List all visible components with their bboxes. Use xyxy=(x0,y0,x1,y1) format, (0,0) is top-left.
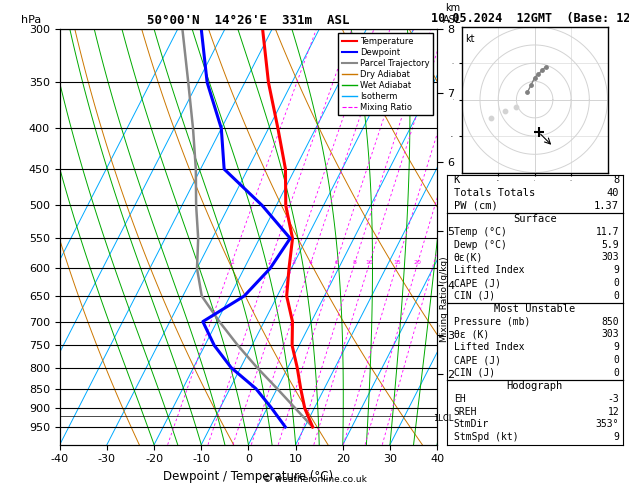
Text: 9: 9 xyxy=(613,342,619,352)
Text: Surface: Surface xyxy=(513,214,557,224)
Text: CIN (J): CIN (J) xyxy=(454,368,495,378)
Text: 0: 0 xyxy=(613,278,619,288)
Text: 850: 850 xyxy=(601,316,619,327)
Text: 11.7: 11.7 xyxy=(596,226,619,237)
Text: SREH: SREH xyxy=(454,406,477,417)
Text: EH: EH xyxy=(454,394,465,404)
Text: StmDir: StmDir xyxy=(454,419,489,429)
Text: © weatheronline.co.uk: © weatheronline.co.uk xyxy=(262,474,367,484)
Text: 6: 6 xyxy=(335,260,338,265)
Text: 10.05.2024  12GMT  (Base: 12): 10.05.2024 12GMT (Base: 12) xyxy=(431,12,629,25)
Text: θε (K): θε (K) xyxy=(454,330,489,339)
Text: 3: 3 xyxy=(292,260,296,265)
Title: 50°00'N  14°26'E  331m  ASL: 50°00'N 14°26'E 331m ASL xyxy=(147,14,350,27)
Text: 12: 12 xyxy=(608,406,619,417)
Text: 20: 20 xyxy=(414,260,422,265)
Text: CIN (J): CIN (J) xyxy=(454,291,495,301)
Text: hPa: hPa xyxy=(21,15,42,25)
Text: 1: 1 xyxy=(230,260,234,265)
Point xyxy=(526,81,536,89)
Text: 8: 8 xyxy=(613,175,619,185)
Text: kt: kt xyxy=(465,34,475,44)
Text: K: K xyxy=(454,175,460,185)
Point xyxy=(530,74,540,82)
Point xyxy=(540,63,550,70)
Text: 9: 9 xyxy=(613,432,619,442)
Text: 0: 0 xyxy=(613,291,619,301)
Point xyxy=(537,67,547,74)
Text: Pressure (mb): Pressure (mb) xyxy=(454,316,530,327)
Point xyxy=(501,106,511,114)
Text: Totals Totals: Totals Totals xyxy=(454,188,535,198)
Text: θε(K): θε(K) xyxy=(454,252,483,262)
Point xyxy=(486,114,496,122)
Text: Temp (°C): Temp (°C) xyxy=(454,226,506,237)
Text: 303: 303 xyxy=(601,252,619,262)
X-axis label: Dewpoint / Temperature (°C): Dewpoint / Temperature (°C) xyxy=(164,470,333,483)
Point xyxy=(522,88,532,96)
Text: StmSpd (kt): StmSpd (kt) xyxy=(454,432,518,442)
Text: Hodograph: Hodograph xyxy=(506,381,563,391)
Text: 0: 0 xyxy=(613,355,619,365)
Text: 4: 4 xyxy=(309,260,313,265)
Text: Lifted Index: Lifted Index xyxy=(454,265,524,275)
Text: 40: 40 xyxy=(607,188,619,198)
Text: 15: 15 xyxy=(394,260,401,265)
Text: Most Unstable: Most Unstable xyxy=(494,304,576,314)
Text: CAPE (J): CAPE (J) xyxy=(454,278,501,288)
Text: PW (cm): PW (cm) xyxy=(454,201,498,211)
Text: 1LCL: 1LCL xyxy=(433,415,454,423)
Text: 9: 9 xyxy=(613,265,619,275)
Text: Mixing Ratio (g/kg): Mixing Ratio (g/kg) xyxy=(440,257,449,342)
Text: 5.9: 5.9 xyxy=(601,240,619,249)
Text: -3: -3 xyxy=(608,394,619,404)
Text: 303: 303 xyxy=(601,330,619,339)
Point xyxy=(511,103,521,111)
Legend: Temperature, Dewpoint, Parcel Trajectory, Dry Adiabat, Wet Adiabat, Isotherm, Mi: Temperature, Dewpoint, Parcel Trajectory… xyxy=(338,34,433,116)
Text: 8: 8 xyxy=(353,260,357,265)
Text: 353°: 353° xyxy=(596,419,619,429)
Text: 10: 10 xyxy=(366,260,374,265)
Text: CAPE (J): CAPE (J) xyxy=(454,355,501,365)
Text: 0: 0 xyxy=(613,368,619,378)
Text: 2: 2 xyxy=(268,260,272,265)
Text: km
ASL: km ASL xyxy=(443,3,462,25)
Text: Dewp (°C): Dewp (°C) xyxy=(454,240,506,249)
Text: 1.37: 1.37 xyxy=(594,201,619,211)
Text: Lifted Index: Lifted Index xyxy=(454,342,524,352)
Point xyxy=(533,70,543,78)
